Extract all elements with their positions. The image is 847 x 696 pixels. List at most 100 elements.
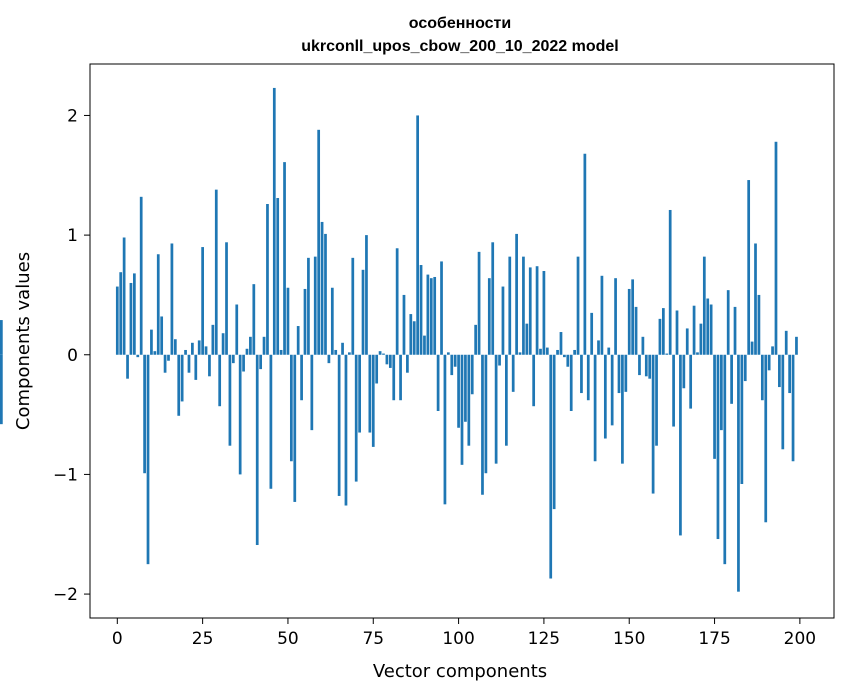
bar-94 (436, 354, 440, 411)
bar-132 (566, 354, 570, 367)
bar-142 (600, 275, 604, 355)
bar-52 (293, 354, 297, 502)
bar-119 (522, 256, 525, 355)
bar-32 (225, 242, 228, 355)
bar-15 (167, 354, 170, 361)
bar-174 (709, 304, 713, 355)
bar-6 (136, 354, 140, 358)
x-tick-label: 175 (698, 629, 730, 649)
bar-121 (528, 267, 532, 355)
bar-184 (743, 354, 747, 382)
bar-100 (457, 354, 460, 428)
bar-192 (771, 346, 774, 355)
bar-14 (163, 354, 167, 373)
bar-162 (668, 209, 672, 355)
chart-title-line-1: особенности (409, 15, 511, 32)
bar-141 (597, 340, 600, 355)
x-tick-label: 50 (277, 629, 299, 649)
bar-108 (484, 354, 488, 474)
bar-140 (593, 354, 597, 462)
bar-138 (586, 354, 590, 401)
y-tick-label: 2 (67, 106, 78, 126)
x-tick-label: 125 (528, 629, 560, 649)
bar-176 (716, 354, 720, 540)
bar-20 (184, 349, 187, 355)
bar-154 (641, 336, 645, 355)
bar-137 (583, 153, 587, 355)
bar-197 (788, 354, 791, 394)
bar-70 (354, 354, 358, 482)
bar-93 (433, 276, 437, 355)
bar-47 (276, 198, 280, 355)
bar-131 (563, 354, 566, 358)
bar-168 (689, 354, 693, 409)
bar-149 (624, 354, 628, 392)
x-tick-label: 150 (613, 629, 645, 649)
bar-156 (648, 354, 652, 379)
bar-190 (764, 354, 768, 523)
bar-170 (696, 352, 699, 355)
bar-68 (348, 352, 351, 355)
bar-80 (388, 354, 392, 368)
bar-50 (286, 287, 290, 355)
bar-160 (661, 308, 665, 355)
bar-107 (481, 354, 484, 495)
bar-185 (747, 180, 751, 355)
bar-66 (341, 342, 344, 355)
bar-17 (173, 339, 177, 355)
bar-38 (245, 348, 249, 355)
bar-31 (221, 333, 225, 355)
bar-178 (723, 354, 727, 565)
bar-8 (143, 354, 146, 474)
bar-114 (505, 354, 508, 446)
bar-104 (470, 354, 474, 395)
bar-182 (737, 354, 740, 592)
bar-26 (204, 346, 208, 355)
bar-0 (115, 286, 119, 355)
bar-181 (733, 306, 737, 355)
bar-36 (238, 354, 242, 475)
bar-76 (375, 354, 379, 384)
bar-173 (706, 298, 710, 355)
bar-46 (272, 87, 276, 355)
bar-89 (419, 265, 423, 355)
bar-194 (778, 354, 781, 388)
bar-65 (337, 354, 341, 496)
bar-171 (699, 323, 703, 355)
bar-33 (228, 354, 232, 446)
bar-186 (750, 341, 754, 355)
bar-undefined (0, 320, 3, 355)
bar-5 (133, 273, 136, 355)
plot-frame (89, 63, 835, 619)
bar-11 (153, 351, 157, 355)
bar-161 (665, 353, 669, 355)
bar-19 (180, 354, 184, 402)
bar-150 (627, 288, 631, 355)
bar-158 (655, 354, 658, 446)
bar-39 (249, 336, 252, 355)
bar-81 (392, 354, 396, 401)
bar-120 (525, 323, 529, 355)
bar-67 (344, 354, 348, 506)
bar-24 (197, 340, 201, 355)
bar-56 (307, 257, 310, 355)
bar-177 (720, 354, 723, 431)
bar-101 (460, 354, 464, 465)
bar-153 (638, 354, 641, 376)
bar-111 (494, 354, 498, 464)
bar-84 (402, 294, 406, 355)
bar-167 (685, 328, 689, 355)
bar-44 (266, 204, 269, 355)
bar-61 (324, 233, 327, 355)
bar-37 (242, 354, 245, 372)
bar-159 (658, 318, 662, 355)
x-axis-label: Vector components (373, 661, 547, 682)
bar-40 (252, 284, 256, 355)
y-tick-label: −2 (53, 585, 78, 605)
bar-74 (368, 354, 372, 433)
bar-1 (119, 272, 123, 355)
bar-71 (358, 354, 361, 433)
bar-73 (365, 235, 368, 355)
bar-102 (464, 354, 467, 422)
bar-41 (255, 354, 259, 546)
